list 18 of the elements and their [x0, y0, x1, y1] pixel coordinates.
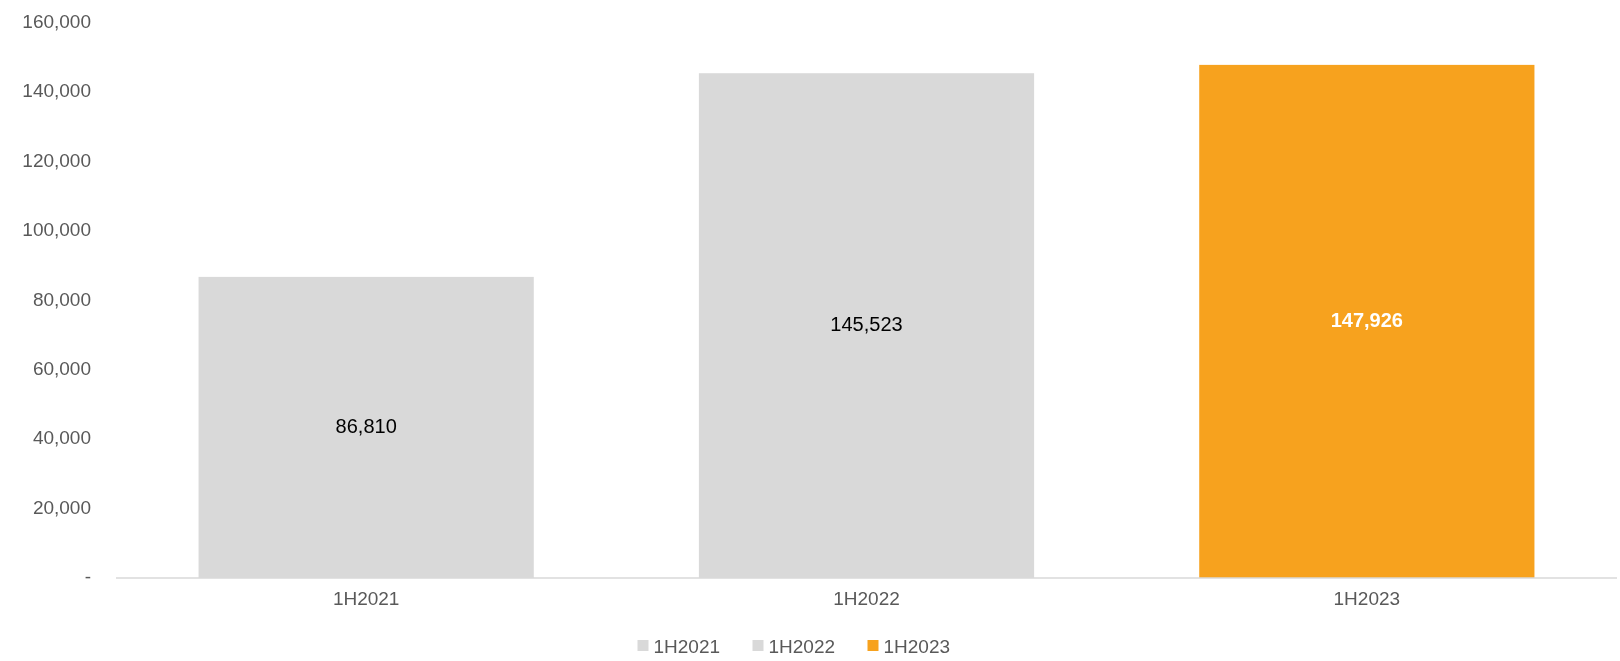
- legend-label: 1H2023: [883, 636, 951, 657]
- y-tick-label: 20,000: [32, 496, 91, 518]
- y-tick-label: 160,000: [22, 11, 91, 33]
- y-tick-label: 80,000: [32, 288, 91, 310]
- legend-label: 1H2022: [768, 636, 836, 657]
- x-tick-label: 1H2022: [833, 588, 900, 609]
- data-label: 86,810: [335, 414, 397, 437]
- y-tick-label: 100,000: [22, 219, 91, 241]
- y-tick-label: 60,000: [32, 357, 91, 379]
- y-tick-label: 40,000: [32, 427, 91, 449]
- legend-label: 1H2021: [653, 636, 721, 657]
- x-tick-label: 1H2021: [332, 588, 400, 609]
- y-tick-label: -: [84, 566, 91, 588]
- x-tick-label: 1H2023: [1333, 588, 1401, 609]
- data-label: 147,926: [1330, 308, 1403, 331]
- data-label: 145,523: [830, 312, 903, 335]
- y-tick-label: 140,000: [22, 80, 91, 102]
- y-tick-label: 120,000: [22, 149, 91, 171]
